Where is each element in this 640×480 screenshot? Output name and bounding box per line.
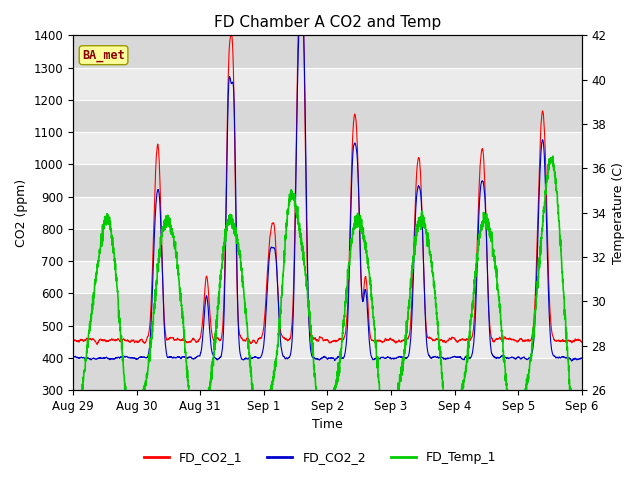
Bar bbox=[73, 68, 582, 100]
Bar bbox=[73, 325, 582, 358]
Bar bbox=[73, 36, 582, 68]
Bar bbox=[73, 358, 582, 390]
Bar bbox=[73, 261, 582, 293]
Text: BA_met: BA_met bbox=[82, 48, 125, 62]
Bar bbox=[73, 229, 582, 261]
Title: FD Chamber A CO2 and Temp: FD Chamber A CO2 and Temp bbox=[214, 15, 441, 30]
Y-axis label: Temperature (C): Temperature (C) bbox=[612, 162, 625, 264]
Bar bbox=[73, 164, 582, 197]
Bar bbox=[73, 293, 582, 325]
Bar bbox=[73, 197, 582, 229]
X-axis label: Time: Time bbox=[312, 419, 343, 432]
Legend: FD_CO2_1, FD_CO2_2, FD_Temp_1: FD_CO2_1, FD_CO2_2, FD_Temp_1 bbox=[139, 446, 501, 469]
Y-axis label: CO2 (ppm): CO2 (ppm) bbox=[15, 179, 28, 247]
Bar bbox=[73, 132, 582, 164]
Bar bbox=[73, 100, 582, 132]
